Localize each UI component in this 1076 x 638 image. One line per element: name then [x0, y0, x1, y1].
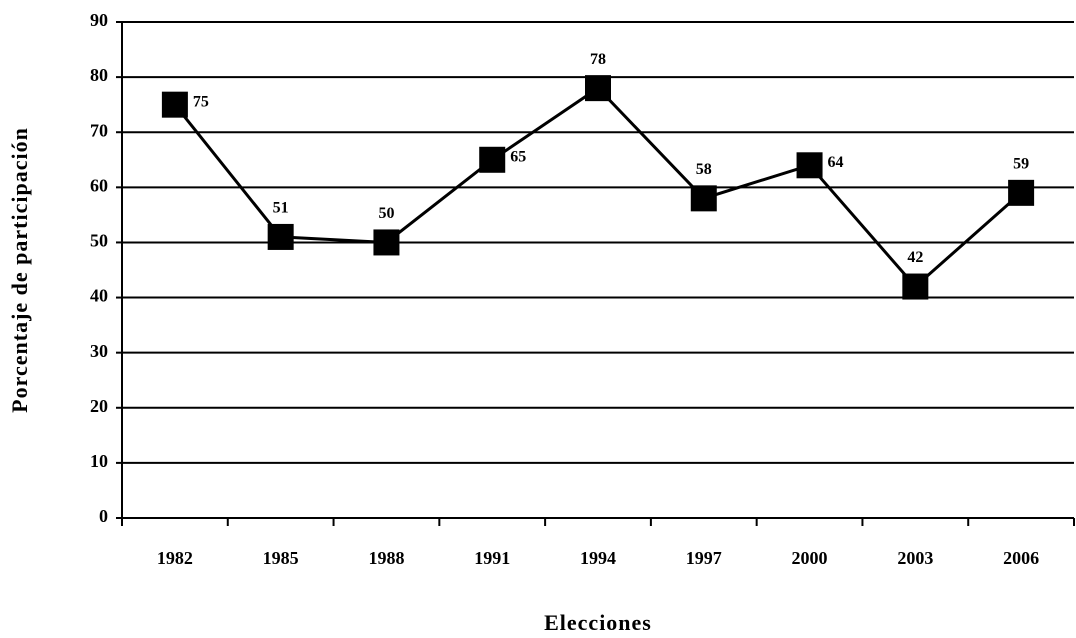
y-tick-label: 40 — [90, 286, 108, 306]
data-label: 64 — [828, 154, 844, 171]
x-tick-label: 2003 — [897, 548, 933, 568]
y-tick-label: 60 — [90, 175, 108, 195]
x-tick-label: 1991 — [474, 548, 510, 568]
x-tick-label: 1994 — [580, 548, 616, 568]
data-marker — [373, 229, 400, 256]
data-label: 65 — [510, 148, 526, 165]
x-axis-title: Elecciones — [544, 610, 652, 635]
y-tick-label: 50 — [90, 231, 108, 251]
y-axis-title: Porcentaje de participación — [7, 127, 32, 413]
y-tick-label: 90 — [90, 10, 108, 30]
data-label: 75 — [193, 93, 209, 110]
data-marker — [267, 223, 294, 250]
data-marker — [796, 152, 823, 179]
data-marker — [585, 75, 611, 102]
y-tick-label: 30 — [90, 341, 108, 361]
y-tick-label: 0 — [99, 506, 108, 526]
y-tick-label: 20 — [90, 396, 108, 416]
data-marker — [479, 146, 506, 173]
y-tick-label: 70 — [90, 120, 108, 140]
x-tick-label: 1985 — [263, 548, 299, 568]
data-label: 42 — [907, 249, 923, 266]
data-label: 51 — [273, 200, 289, 217]
data-marker — [690, 185, 717, 212]
data-label: 58 — [696, 161, 712, 178]
data-label: 59 — [1013, 156, 1029, 173]
data-label: 78 — [590, 51, 606, 68]
x-tick-label: 2006 — [1003, 548, 1039, 568]
x-tick-label: 1997 — [686, 548, 722, 568]
data-marker — [902, 273, 929, 300]
data-marker — [161, 91, 188, 118]
x-tick-label: 2000 — [792, 548, 828, 568]
data-marker — [1008, 179, 1035, 206]
y-tick-label: 80 — [90, 65, 108, 85]
y-tick-label: 10 — [90, 451, 108, 471]
x-tick-label: 1988 — [368, 548, 404, 568]
x-tick-label: 1982 — [157, 548, 193, 568]
data-label: 50 — [378, 205, 394, 222]
